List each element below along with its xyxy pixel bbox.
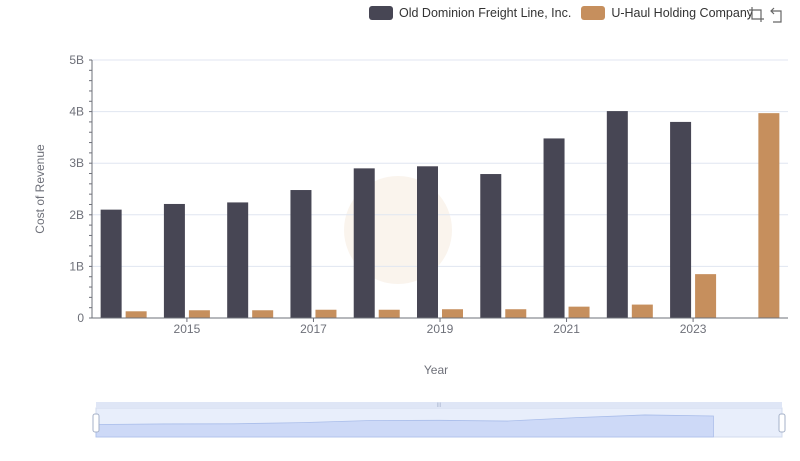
legend-swatch-u-haul [581, 6, 606, 20]
bar-old-dominion-2015[interactable] [163, 203, 185, 318]
x-tick-label: 2015 [174, 322, 201, 336]
zoom-handle-right[interactable] [778, 413, 786, 433]
bar-old-dominion-2019[interactable] [417, 166, 438, 318]
bar-u-haul-2016[interactable] [252, 310, 274, 318]
legend-item-old-dominion[interactable]: Old Dominion Freight Line, Inc. [369, 6, 571, 20]
axes: 0 1B 2B 3B 4B 5B 2015 2017 2019 2021 2023 [69, 53, 788, 336]
bar-u-haul-2024[interactable] [758, 113, 780, 318]
bar-old-dominion-2020[interactable] [480, 174, 502, 318]
chart-toolbar [746, 6, 786, 24]
bar-u-haul-2014[interactable] [125, 311, 147, 318]
y-tick-label: 2B [69, 208, 84, 222]
y-tick-label: 5B [69, 53, 84, 67]
restore-icon[interactable] [768, 6, 786, 24]
zoom-move-handle[interactable]: III [436, 403, 441, 409]
legend-item-u-haul[interactable]: U-Haul Holding Company [581, 6, 753, 20]
bar-old-dominion-2018[interactable] [353, 168, 375, 318]
x-tick-label: 2017 [300, 322, 327, 336]
bar-old-dominion-2022[interactable] [606, 111, 628, 318]
bar-old-dominion-2016[interactable] [227, 202, 249, 318]
x-tick-label: 2019 [427, 322, 454, 336]
bar-u-haul-2015[interactable] [188, 310, 210, 318]
bar-old-dominion-2017[interactable] [290, 190, 312, 318]
legend-label-u-haul: U-Haul Holding Company [611, 6, 754, 20]
y-tick-label: 0 [77, 311, 84, 325]
bar-u-haul-2022[interactable] [631, 304, 653, 318]
x-tick-label: 2023 [680, 322, 707, 336]
zoom-handle-left[interactable] [92, 413, 100, 433]
bar-u-haul-2023[interactable] [695, 274, 717, 318]
zoom-preview-area [95, 414, 714, 438]
y-tick-label: 1B [69, 259, 84, 273]
bar-u-haul-2018[interactable] [378, 309, 400, 318]
bar-u-haul-2019[interactable] [442, 309, 463, 318]
bar-u-haul-2021[interactable] [568, 306, 590, 318]
zoom-icon[interactable] [748, 6, 766, 24]
bar-u-haul-2020[interactable] [505, 309, 527, 318]
legend: Old Dominion Freight Line, Inc. U-Haul H… [369, 3, 763, 23]
data-zoom-slider[interactable]: III [92, 402, 786, 438]
legend-swatch-old-dominion [369, 6, 393, 20]
y-tick-label: 3B [69, 156, 84, 170]
y-tick-label: 4B [69, 105, 84, 119]
y-axis-label: Cost of Revenue [33, 144, 47, 234]
x-axis-label: Year [424, 363, 448, 377]
bar-old-dominion-2023[interactable] [670, 121, 692, 318]
legend-label-old-dominion: Old Dominion Freight Line, Inc. [399, 6, 572, 20]
bars-group [100, 111, 780, 318]
bar-old-dominion-2021[interactable] [543, 138, 565, 318]
bar-old-dominion-2014[interactable] [100, 209, 122, 318]
zoom-move-bar[interactable] [96, 402, 782, 408]
x-tick-label: 2021 [553, 322, 580, 336]
bar-u-haul-2017[interactable] [315, 309, 337, 318]
